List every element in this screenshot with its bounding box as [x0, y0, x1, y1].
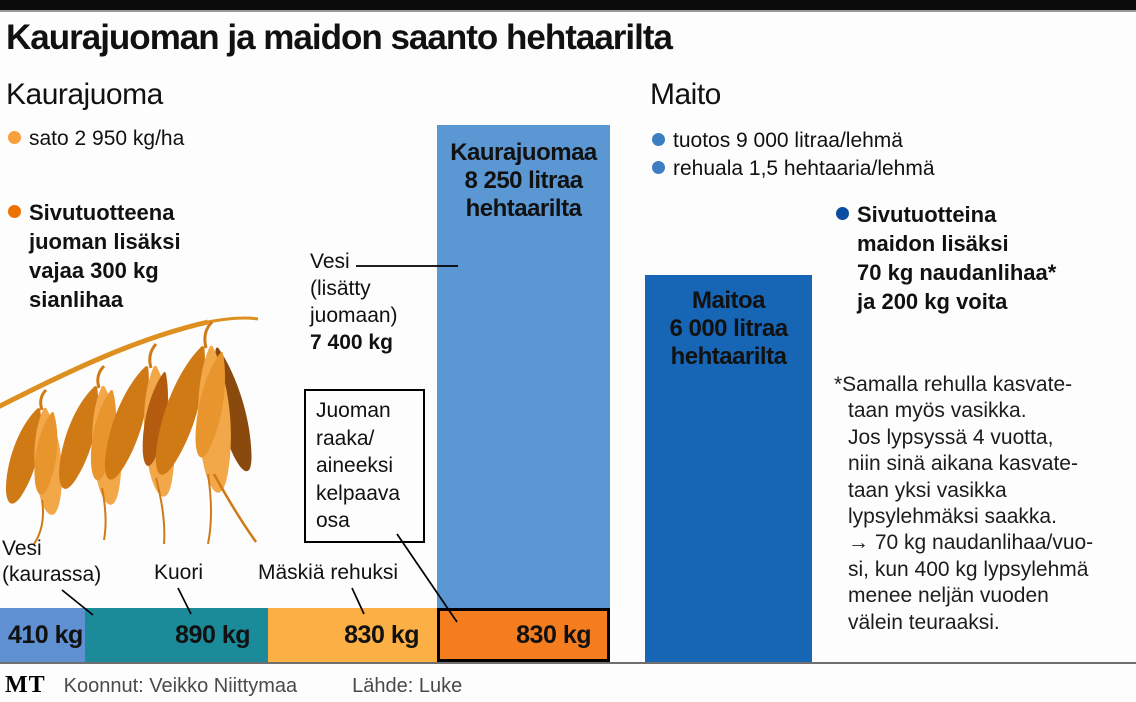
oat-sideproduct-bullet: Sivutuotteena juoman lisäksi vajaa 300 k…	[8, 198, 181, 314]
blue-bullet-icon	[652, 133, 665, 146]
milk-sideproduct-bullet: Sivutuotteina maidon lisäksi 70 kg nauda…	[836, 200, 1056, 316]
oat-stem-tip	[207, 316, 259, 324]
milk-bar: Maitoa 6 000 litraa hehtaarilta	[645, 275, 812, 663]
chart-baseline	[0, 662, 1136, 664]
milk-bar-label: Maitoa 6 000 litraa hehtaarilta	[669, 287, 788, 370]
segment-husk: 890 kg	[85, 608, 268, 662]
oat-plant-illustration	[0, 316, 260, 544]
oat-spikelet	[50, 364, 125, 541]
mt-logo: MT	[5, 672, 46, 698]
oat-spikelet	[95, 342, 179, 544]
footer-credit: Koonnut: Veikko Niittymaa	[63, 675, 298, 697]
segment-label-husk: Kuori	[154, 561, 204, 584]
segment-label-mash: Mäskiä rehuksi	[258, 561, 399, 584]
dark-blue-bullet-icon	[836, 207, 849, 220]
water-added-value: 7 400 kg	[310, 331, 393, 354]
dark-orange-bullet-icon	[8, 205, 21, 218]
segment-water-value: 410 kg	[8, 620, 83, 649]
raw-material-box: Juoman raaka/ aineeksi kelpaava osa	[304, 389, 425, 543]
blue-bullet-icon	[652, 161, 665, 174]
oat-yield-bullet: sato 2 950 kg/ha	[8, 126, 184, 152]
milk-sideproduct-text: Sivutuotteina maidon lisäksi 70 kg nauda…	[857, 202, 1057, 314]
orange-bullet-icon	[8, 131, 21, 144]
oat-sideproduct-text: Sivutuotteena juoman lisäksi vajaa 300 k…	[29, 200, 181, 312]
oat-drink-bar-label: Kaurajuomaa 8 250 litraa hehtaarilta	[450, 139, 597, 222]
oat-yield-text: sato 2 950 kg/ha	[29, 127, 185, 150]
milk-area-text: rehuala 1,5 hehtaaria/lehmä	[673, 157, 935, 180]
oat-spikelet	[0, 388, 66, 544]
page-title: Kaurajuoman ja maidon saanto hehtaarilta	[6, 18, 673, 57]
footer: MT Koonnut: Veikko Niittymaa Lähde: Luke	[5, 672, 462, 699]
water-added-annotation: Vesi (lisätty juomaan) 7 400 kg	[310, 248, 398, 356]
segment-mash: 830 kg	[268, 608, 437, 662]
milk-output-text: tuotos 9 000 litraa/lehmä	[673, 129, 903, 152]
segment-label-water: Vesi (kaurassa)	[2, 537, 102, 586]
top-rule	[0, 0, 1136, 12]
segment-drink-raw-material: 830 kg	[437, 608, 610, 662]
segment-husk-value: 890 kg	[175, 620, 250, 649]
segment-raw-value: 830 kg	[516, 620, 591, 649]
oat-stem	[0, 319, 209, 409]
segment-water-in-oats: 410 kg	[0, 608, 85, 662]
milk-area-bullet: rehuala 1,5 hehtaaria/lehmä	[652, 156, 935, 182]
oat-drink-bar: Kaurajuomaa 8 250 litraa hehtaarilta	[437, 125, 610, 608]
section-header-kaurajuoma: Kaurajuoma	[6, 78, 163, 111]
segment-mash-value: 830 kg	[344, 620, 419, 649]
milk-footnote: *Samalla rehulla kasvate- taan myös vasi…	[834, 373, 1094, 634]
oat-spikelet	[145, 320, 260, 544]
milk-output-bullet: tuotos 9 000 litraa/lehmä	[652, 128, 903, 154]
footer-source: Lähde: Luke	[352, 675, 463, 697]
section-header-maito: Maito	[650, 78, 721, 111]
water-added-label: Vesi (lisätty juomaan)	[310, 250, 398, 327]
